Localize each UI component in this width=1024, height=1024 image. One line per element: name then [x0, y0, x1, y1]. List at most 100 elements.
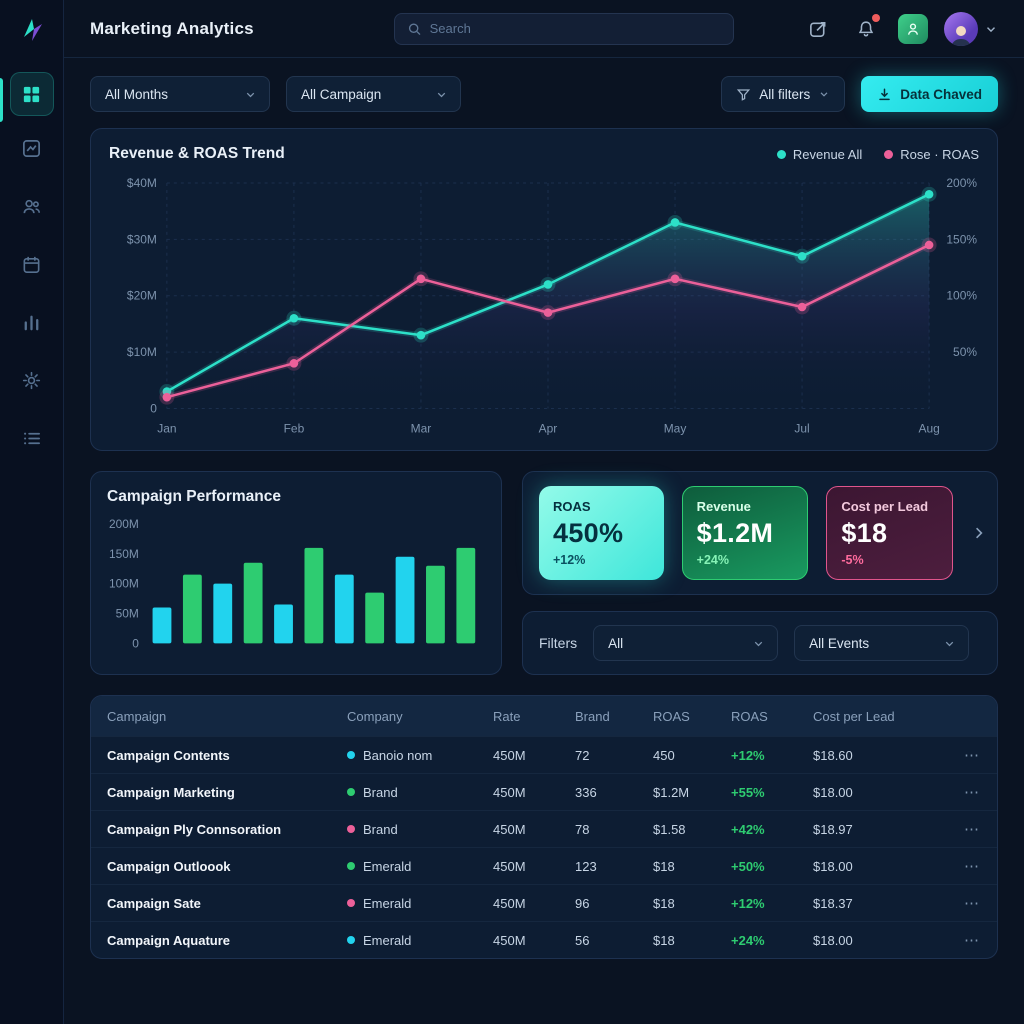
table-row[interactable]: Campaign Outloook Emerald 450M 123 $18 +50% $1…: [91, 847, 997, 884]
sidebar-item-analytics[interactable]: [10, 126, 54, 170]
chevron-down-icon: [246, 92, 255, 97]
sidebar-item-audience[interactable]: [10, 184, 54, 228]
notifications-button[interactable]: [850, 13, 882, 45]
compose-icon: [810, 21, 826, 37]
campaign-performance-card: Campaign Performance 200M 150M 100M 50M 0: [90, 471, 502, 676]
roas-cell: $18: [653, 858, 675, 874]
table-header-6[interactable]: Cost per Lead: [813, 708, 895, 724]
months-select[interactable]: All Months: [90, 76, 270, 112]
filter-events-value: All Events: [809, 635, 870, 651]
revenue-chart-title: Revenue & ROAS Trend: [109, 145, 285, 162]
brand-cell: 72: [575, 747, 590, 763]
sidebar-item-settings[interactable]: [10, 358, 54, 402]
kpi-card-row: ROAS 450% +12% Revenue $1.2M +24% Cost p…: [522, 471, 998, 596]
campaign-name: Campaign Sate: [107, 895, 201, 911]
svg-text:0: 0: [150, 401, 157, 415]
kpi-revenue[interactable]: Revenue $1.2M +24%: [681, 486, 809, 581]
export-button-label: Data Chaved: [900, 86, 982, 102]
table-row[interactable]: Campaign Ply Connsoration Brand 450M 78 $1.5…: [91, 810, 997, 847]
roas-change-cell: +55%: [731, 784, 765, 800]
table-header-3[interactable]: Brand: [575, 708, 610, 724]
roas-cell: $1.58: [653, 821, 686, 837]
cost-per-lead-cell: $18.37: [813, 895, 853, 911]
svg-text:$10M: $10M: [127, 345, 157, 359]
campaign-name: Campaign Aquature: [107, 932, 231, 948]
filter-events-select[interactable]: All Events: [794, 625, 970, 662]
legend-item-revenue[interactable]: Revenue All: [776, 146, 863, 162]
kpi-change: +12%: [553, 553, 586, 568]
roas-change-cell: +42%: [731, 821, 765, 837]
table-filters-card: Filters All All Events: [522, 611, 998, 676]
list-icon: [24, 432, 40, 444]
svg-text:Feb: Feb: [284, 421, 305, 435]
table-row[interactable]: Campaign Sate Emerald 450M 96 $18 +12% $18.37 ⋯: [91, 884, 997, 921]
table-row[interactable]: Campaign Contents Banoio nom 450M 72 450 +12%…: [91, 736, 997, 773]
sidebar-item-dashboard[interactable]: [9, 72, 54, 116]
avatar: [944, 11, 978, 46]
roas-cell: $18: [653, 895, 675, 911]
campaign-name: Campaign Marketing: [107, 784, 235, 800]
campaign-select[interactable]: All Campaign: [286, 76, 461, 112]
svg-text:$40M: $40M: [127, 176, 157, 190]
svg-text:Jul: Jul: [794, 421, 809, 435]
avatar-person-icon: [951, 25, 971, 46]
row-actions-button[interactable]: ⋯: [964, 747, 981, 765]
kpi-value: 450%: [553, 518, 624, 549]
roas-cell: 450: [653, 747, 675, 763]
legend-dot-revenue: [776, 149, 786, 159]
cost-per-lead-cell: $18.00: [813, 858, 853, 874]
rate-cell: 450M: [493, 784, 526, 800]
app-logo[interactable]: [14, 12, 50, 48]
all-filters-button[interactable]: All filters: [721, 76, 846, 112]
table-body: Campaign Contents Banoio nom 450M 72 450 +12%…: [91, 736, 997, 958]
campaign-name: Campaign Outloook: [107, 858, 231, 874]
sidebar-item-calendar[interactable]: [10, 242, 54, 286]
roas-change-cell: +12%: [731, 747, 765, 763]
download-icon: [879, 88, 890, 100]
table-row[interactable]: Campaign Aquature Emerald 450M 56 $18 +24% $18…: [91, 921, 997, 958]
kpi-scroll-next-button[interactable]: [971, 525, 987, 541]
kpi-roas[interactable]: ROAS 450% +12%: [539, 486, 664, 581]
roas-change-cell: +24%: [731, 932, 765, 948]
dashboard-content: All Months All Campaign All filters: [64, 58, 1024, 960]
calendar-icon: [23, 256, 40, 273]
row-actions-button[interactable]: ⋯: [964, 895, 981, 913]
legend-label-roas: Rose · ROAS: [900, 146, 979, 162]
row-actions-button[interactable]: ⋯: [964, 821, 981, 839]
row-actions-button[interactable]: ⋯: [964, 784, 981, 802]
compose-button[interactable]: [802, 13, 834, 45]
table-header-0[interactable]: Campaign: [107, 708, 167, 724]
export-button[interactable]: Data Chaved: [861, 76, 998, 112]
profile-menu[interactable]: [944, 11, 998, 46]
page-title: Marketing Analytics: [90, 18, 254, 38]
table-header-5[interactable]: ROAS: [731, 708, 768, 724]
campaigns-table: Campaign Company Rate Brand ROAS ROAS Cost per…: [90, 695, 998, 960]
chart-box-icon: [23, 139, 40, 157]
table-header-4[interactable]: ROAS: [653, 708, 690, 724]
table-header-2[interactable]: Rate: [493, 708, 521, 724]
table-header-1[interactable]: Company: [347, 708, 403, 724]
search-box[interactable]: [393, 12, 734, 45]
sidebar-item-reports[interactable]: [10, 300, 54, 344]
legend-label-revenue: Revenue All: [792, 146, 863, 162]
user-tile-button[interactable]: [898, 13, 928, 44]
row-actions-button[interactable]: ⋯: [964, 932, 981, 950]
cost-per-lead-cell: $18.97: [813, 821, 853, 837]
chevron-down-icon: [754, 641, 763, 647]
svg-text:Jan: Jan: [157, 421, 176, 435]
filter-all-select[interactable]: All: [593, 625, 779, 662]
svg-text:0: 0: [132, 637, 139, 651]
legend-item-roas[interactable]: Rose · ROAS: [884, 147, 979, 162]
row-actions-button[interactable]: ⋯: [964, 858, 981, 876]
search-input[interactable]: [429, 21, 721, 36]
filter-all-value: All: [608, 635, 624, 651]
sidebar-item-list[interactable]: [10, 416, 54, 460]
cost-per-lead-cell: $18.00: [813, 932, 853, 948]
sidebar: [0, 0, 64, 1024]
company-cell: Brand: [347, 785, 493, 800]
brand-cell: 336: [575, 784, 597, 800]
campaign-select-value: All Campaign: [301, 86, 382, 102]
company-dot: [347, 751, 355, 760]
table-row[interactable]: Campaign Marketing Brand 450M 336 $1.2M +55% $…: [91, 773, 997, 810]
kpi-cost-per-lead[interactable]: Cost per Lead $18 -5%: [826, 486, 954, 581]
